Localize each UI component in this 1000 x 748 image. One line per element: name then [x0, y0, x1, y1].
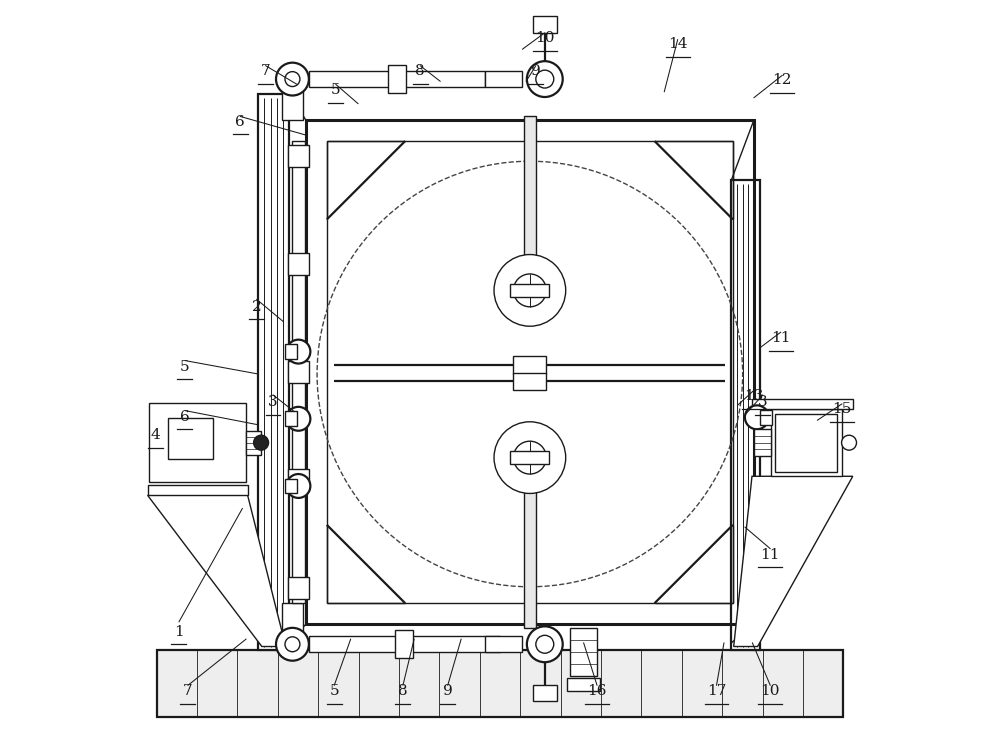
Bar — [533, 684, 557, 701]
Text: 9: 9 — [531, 64, 541, 78]
Text: 6: 6 — [235, 114, 245, 129]
Circle shape — [745, 405, 769, 429]
Bar — [258, 94, 289, 650]
Bar — [524, 117, 536, 257]
Polygon shape — [734, 476, 853, 646]
Bar — [570, 628, 597, 676]
Circle shape — [513, 274, 546, 307]
Bar — [292, 141, 305, 603]
Bar — [282, 79, 303, 120]
Bar — [157, 650, 843, 717]
Circle shape — [286, 407, 310, 431]
Text: 16: 16 — [587, 684, 607, 699]
Bar — [395, 630, 413, 658]
Bar — [485, 636, 522, 652]
Bar — [309, 636, 500, 652]
Bar — [775, 414, 837, 472]
Circle shape — [527, 61, 563, 97]
Text: 1: 1 — [174, 625, 184, 639]
Circle shape — [494, 254, 566, 326]
Bar — [168, 418, 213, 459]
Bar — [754, 429, 771, 456]
Bar — [510, 451, 549, 465]
Circle shape — [276, 63, 309, 96]
Text: 5: 5 — [329, 684, 339, 699]
Bar — [306, 120, 754, 624]
Bar — [731, 180, 760, 650]
Circle shape — [254, 435, 269, 450]
Text: 10: 10 — [761, 684, 780, 699]
Bar — [309, 71, 485, 88]
Bar — [513, 356, 546, 374]
Bar — [567, 678, 600, 691]
Bar — [149, 403, 246, 482]
Bar — [288, 253, 309, 275]
Bar — [510, 283, 549, 297]
Circle shape — [285, 637, 300, 652]
Bar — [288, 469, 309, 491]
Bar — [285, 411, 297, 426]
Text: 8: 8 — [398, 684, 408, 699]
Bar — [282, 603, 303, 644]
Circle shape — [286, 340, 310, 364]
Bar — [388, 65, 406, 94]
Polygon shape — [148, 495, 286, 646]
Text: 5: 5 — [180, 360, 190, 373]
Text: 17: 17 — [707, 684, 726, 699]
Text: 8: 8 — [415, 64, 425, 78]
Text: 15: 15 — [832, 402, 852, 416]
Bar — [513, 373, 546, 390]
Circle shape — [536, 635, 554, 653]
Text: 10: 10 — [535, 31, 555, 45]
Circle shape — [842, 435, 857, 450]
Bar — [285, 479, 297, 494]
Circle shape — [527, 626, 563, 662]
Circle shape — [276, 628, 309, 660]
Circle shape — [513, 441, 546, 474]
Text: 7: 7 — [261, 64, 270, 78]
Text: 3: 3 — [758, 396, 768, 409]
Circle shape — [536, 70, 554, 88]
Text: 4: 4 — [150, 428, 160, 442]
Text: 7: 7 — [183, 684, 193, 699]
Bar — [288, 577, 309, 599]
Text: 5: 5 — [331, 83, 341, 97]
Circle shape — [286, 474, 310, 498]
Text: 9: 9 — [443, 684, 453, 699]
Bar — [485, 71, 522, 88]
Bar — [246, 431, 261, 455]
Bar — [533, 16, 557, 33]
Bar — [285, 344, 297, 359]
Text: 3: 3 — [268, 396, 278, 409]
Bar — [288, 361, 309, 383]
Text: 11: 11 — [771, 331, 790, 345]
Text: 2: 2 — [252, 300, 261, 314]
Text: 14: 14 — [668, 37, 687, 51]
Circle shape — [285, 72, 300, 87]
Bar — [148, 485, 248, 495]
Bar — [288, 145, 309, 168]
Text: 12: 12 — [772, 73, 792, 87]
Text: 6: 6 — [180, 410, 190, 423]
Bar — [524, 491, 536, 628]
Bar — [771, 409, 842, 476]
Text: 11: 11 — [761, 548, 780, 562]
Bar — [752, 399, 853, 409]
Text: 13: 13 — [744, 390, 764, 403]
Bar — [327, 141, 733, 603]
Circle shape — [494, 422, 566, 494]
Bar — [760, 410, 772, 425]
